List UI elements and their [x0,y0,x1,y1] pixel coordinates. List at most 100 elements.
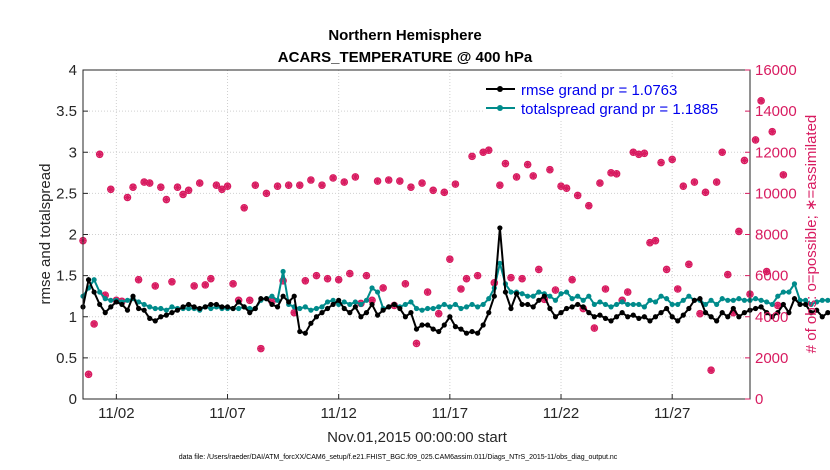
y-tick-label: 3 [69,144,77,161]
totalspread-point [664,296,670,302]
chart-subtitle: ACARS_TEMPERATURE @ 400 hPa [278,49,533,66]
obs-assimilated-marker [129,183,137,191]
rmse-point [91,289,97,295]
totalspread-point [536,289,542,295]
totalspread-point [719,296,725,302]
obs-assimilated-marker [524,161,532,168]
rmse-point [441,322,447,328]
rmse-point [719,310,725,316]
obs-assimilated-marker [168,278,176,286]
y-axis-right-label: # of obs: o=possible; ∗=assimilated [803,115,820,354]
rmse-point [447,314,453,320]
rmse-point [358,314,364,320]
rmse-point [208,301,214,308]
obs-assimilated-marker [768,128,776,136]
obs-assimilated-marker [285,181,293,189]
obs-assimilated-marker [574,192,582,199]
y-tick-label: 0 [69,391,77,408]
rmse-point [686,305,692,312]
rmse-point [608,318,614,324]
totalspread-point [358,301,364,308]
totalspread-point [158,305,164,312]
rmse-point [85,277,92,283]
obs-assimilated-marker [763,268,771,275]
rmse-point [575,301,581,308]
obs-assimilated-marker [463,275,470,283]
totalspread-point [675,301,681,308]
rmse-point [658,310,664,316]
obs-assimilated-marker [140,178,148,186]
obs-assimilated-marker [407,183,415,191]
y-right-tick-label: 4000 [755,309,788,326]
obs-assimilated-marker [457,285,465,293]
rmse-point [536,297,542,303]
obs-assimilated-marker [429,186,437,194]
obs-assimilated-marker [346,270,354,277]
rmse-point [408,310,414,316]
obs-assimilated-marker [335,276,343,284]
rmse-point [764,310,770,316]
obs-assimilated-marker [496,181,504,189]
rmse-point [802,301,809,308]
rmse-point [374,312,381,318]
totalspread-point [480,301,486,308]
obs-assimilated-marker [518,275,526,283]
totalspread-point [324,299,331,305]
obs-assimilated-marker [674,285,682,293]
obs-assimilated-marker [668,156,676,163]
obs-assimilated-marker [218,185,226,193]
totalspread-point [347,301,353,308]
obs-assimilated-marker [157,183,165,191]
rmse-point [191,304,197,310]
rmse-point [402,314,408,320]
rmse-point [263,296,270,302]
rmse-point [419,322,425,328]
y-tick-label: 4 [69,62,77,79]
axis-ticks: 11/02 11/07 11/12 11/17 11/22 11/27 0 0.5 1 1.5 2 2… [56,62,797,422]
rmse-point [108,304,114,310]
rmse-point [463,330,470,336]
totalspread-point [269,293,275,299]
obs-assimilated-marker [90,320,98,328]
totalspread-point [352,299,358,305]
totalspread-point [425,305,431,312]
obs-assimilated-marker [485,146,493,154]
totalspread-point [686,293,692,299]
totalspread-point [447,304,453,310]
obs-assimilated-marker [207,275,215,283]
rmse-point [497,225,503,231]
obs-assimilated-marker [596,179,604,187]
rmse-point [380,307,386,313]
totalspread-point [469,301,475,308]
rmse-point [597,312,603,318]
rmse-point [180,304,186,310]
obs-assimilated-marker [563,184,570,192]
rmse-point [141,307,147,313]
obs-assimilated-marker [379,284,387,292]
totalspread-point [91,277,97,283]
rmse-point [297,328,303,335]
totalspread-point [408,299,414,305]
obs-assimilated-marker [418,179,426,187]
rmse-point [475,330,481,336]
totalspread-point [769,301,775,308]
rmse-point [363,310,370,316]
rmse-point [525,301,531,308]
rmse-point [791,296,798,302]
rmse-point [513,291,520,297]
obs-assimilated-marker [107,185,115,193]
obs-assimilated-marker [196,179,204,187]
legend: rmse grand pr = 1.0763 totalspread grand… [483,77,745,119]
obs-assimilated-marker [146,179,154,187]
rmse-point [741,310,748,316]
obs-assimilated-marker [663,266,671,273]
totalspread-point [97,289,103,295]
rmse-point [269,301,275,308]
obs-assimilated-marker [374,177,381,185]
y-right-tick-label: 10000 [755,185,797,202]
totalspread-point [341,299,347,305]
rmse-point [586,310,592,316]
rmse-point [714,318,720,324]
obs-assimilated-marker [452,180,459,188]
